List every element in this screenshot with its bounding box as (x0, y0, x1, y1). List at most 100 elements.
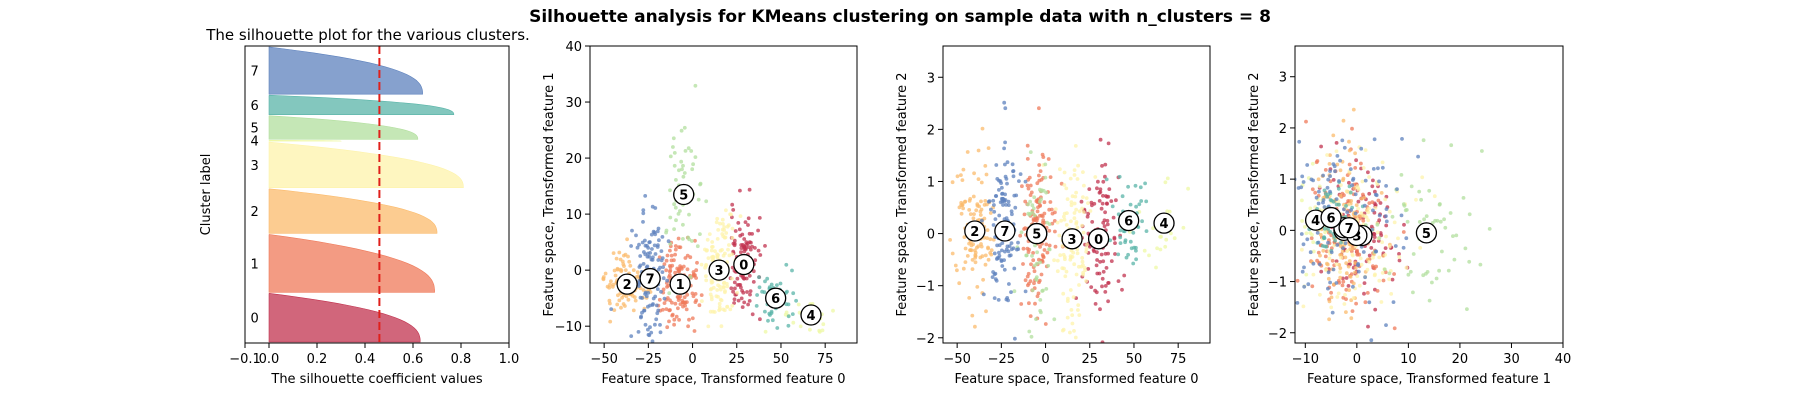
scatter-point (1367, 191, 1372, 196)
scatter-point (612, 308, 617, 312)
silhouette-band-4 (268, 140, 342, 142)
scatter-point (1402, 203, 1407, 208)
scatter-point (1351, 281, 1356, 286)
silhouette-band-0 (268, 293, 421, 343)
scatter-point (1034, 199, 1039, 204)
scatter-point (705, 237, 710, 242)
scatter-point (674, 218, 678, 223)
cluster-center-4 (800, 304, 822, 326)
scatter-point (1363, 300, 1368, 305)
scatter-point (723, 289, 727, 293)
scatter-point (676, 306, 680, 311)
scatter-point (955, 174, 960, 179)
scatter-point (1107, 187, 1112, 192)
scatter-point (1328, 230, 1333, 234)
scatter-point (726, 247, 730, 252)
scatter-point (1397, 255, 1402, 259)
scatter-point (1027, 281, 1031, 286)
scatter-point (1027, 329, 1032, 334)
scatter-point (682, 171, 687, 175)
scatter-point (640, 310, 644, 315)
cluster-center-label-6: 6 (1327, 212, 1336, 227)
scatter-point (1144, 199, 1149, 204)
scatter-point (1066, 296, 1070, 301)
figure-suptitle: Silhouette analysis for KMeans clusterin… (529, 7, 1271, 27)
scatter-point (1367, 175, 1371, 179)
scatter-point (727, 253, 732, 258)
scatter-point (1076, 163, 1080, 168)
scatter-point (1131, 261, 1136, 266)
scatter-point (1061, 252, 1066, 257)
scatter-point (1314, 195, 1319, 200)
scatter-point (1123, 240, 1127, 245)
scatter-point (688, 275, 693, 279)
scatter-point (730, 276, 734, 281)
scatter-point (1100, 201, 1105, 206)
scatter-point (1068, 288, 1073, 292)
scatter-point (783, 312, 788, 317)
scatter-point (1009, 241, 1014, 246)
scatter-point (609, 307, 614, 311)
scatter-point (716, 294, 720, 299)
scatter-point (1420, 175, 1425, 180)
scatter-point (1082, 183, 1086, 188)
scatter-point (1301, 242, 1306, 247)
scatter-point (679, 128, 684, 133)
scatter-point (1058, 167, 1062, 172)
scatter-point (731, 241, 736, 246)
scatter-point (757, 285, 762, 290)
scatter-point (693, 238, 697, 243)
scatter-point (748, 289, 753, 293)
cluster-center-label-0: 0 (739, 259, 748, 274)
scatter-point (1404, 208, 1409, 212)
scatter-point (1322, 244, 1327, 249)
scatter-point (1387, 209, 1392, 214)
scatter-point (631, 268, 636, 272)
scatter-point (1321, 173, 1325, 178)
scatter-point (1144, 229, 1149, 234)
scatter-point (775, 326, 780, 330)
scatter-point (649, 330, 654, 335)
scatter-point (1103, 174, 1107, 179)
scatter-point (1353, 270, 1357, 275)
scatter-point (746, 223, 750, 227)
scatter-point (1361, 192, 1365, 197)
scatter-point (981, 292, 986, 297)
y-tick-label: 3 (1279, 71, 1287, 86)
scatter-point (1323, 192, 1328, 196)
scatter-point (1448, 211, 1453, 215)
x-tick-label: 75 (1170, 352, 1187, 367)
scatter-point (1363, 214, 1368, 219)
scatter-point (740, 232, 745, 237)
scatter-point (1002, 199, 1007, 204)
scatter-point (1063, 257, 1067, 262)
scatter-point (1404, 236, 1409, 241)
scatter-point (1101, 259, 1106, 264)
scatter-point (1375, 289, 1380, 293)
scatter-point (730, 303, 735, 308)
scatter-point (1044, 287, 1049, 291)
scatter-point (1357, 283, 1362, 288)
scatter-point (808, 327, 812, 332)
scatter-point (1333, 238, 1337, 243)
scatter-point (601, 275, 606, 279)
x-tick-label: 0.0 (259, 352, 280, 367)
scatter-point (1304, 119, 1308, 124)
scatter-point (1341, 279, 1346, 284)
scatter-point (667, 308, 672, 313)
scatter-point (1305, 163, 1310, 167)
scatter-point (617, 298, 622, 303)
y-axis-label: Feature space, Transformed feature 2 (1247, 72, 1262, 316)
scatter-point (646, 246, 651, 250)
scatter-point (1002, 258, 1006, 262)
scatter-point (1359, 262, 1364, 267)
scatter-point (1427, 298, 1432, 303)
scatter-point (1365, 291, 1370, 295)
scatter-point (686, 146, 691, 151)
scatter-point (1163, 244, 1168, 249)
scatter-point (1359, 161, 1363, 166)
cluster-center-5 (673, 183, 695, 206)
scatter-point (693, 300, 698, 304)
scatter-point (988, 211, 993, 215)
scatter-point (1384, 223, 1389, 228)
